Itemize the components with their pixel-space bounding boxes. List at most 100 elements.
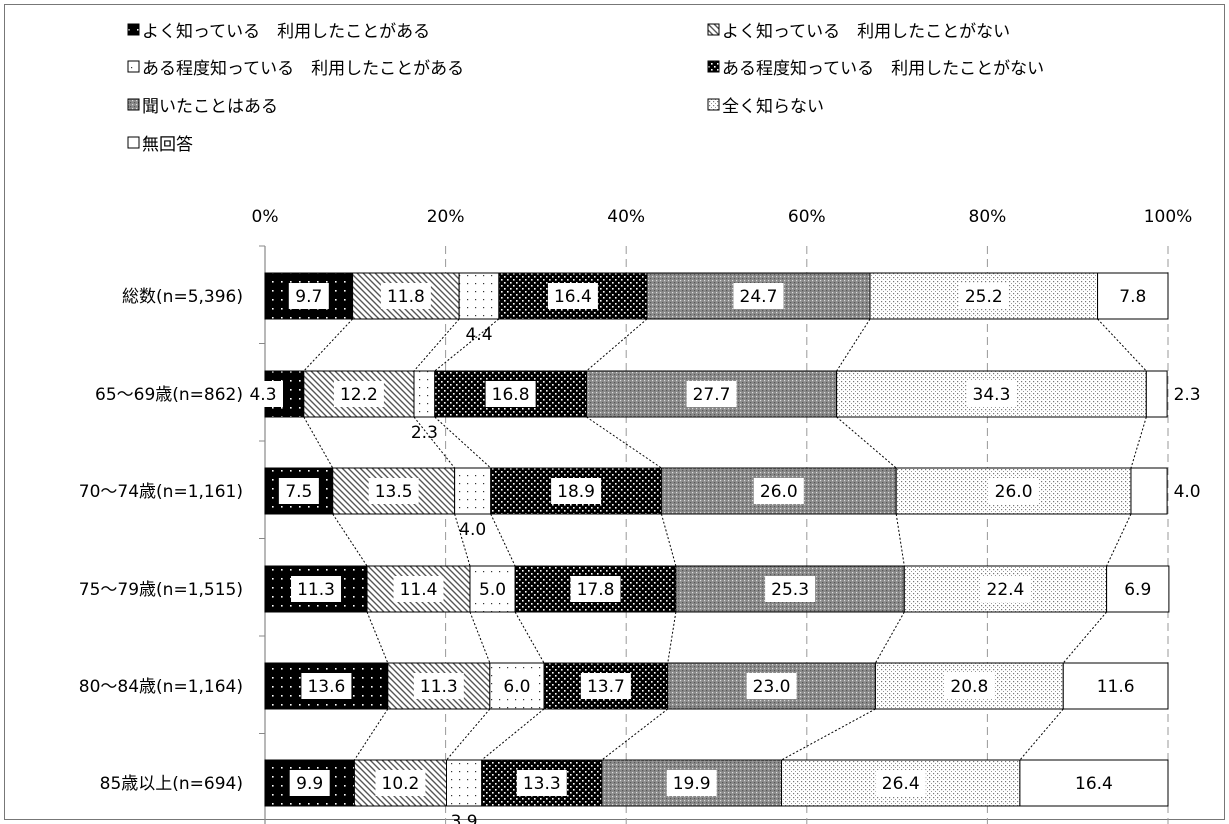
value-label-bg bbox=[733, 283, 784, 309]
series-connector bbox=[601, 708, 669, 761]
value-label: 13.6 bbox=[307, 677, 345, 697]
series-connector bbox=[413, 416, 456, 469]
series-connector bbox=[446, 708, 491, 761]
category-label: 65～69歳(n=862) bbox=[95, 385, 243, 405]
value-label: 11.6 bbox=[1097, 677, 1135, 697]
value-label: 23.0 bbox=[753, 677, 791, 697]
bar-segment bbox=[458, 272, 500, 320]
value-label: 16.4 bbox=[554, 287, 592, 307]
value-label-bg bbox=[570, 576, 621, 602]
value-label: 25.3 bbox=[771, 580, 809, 600]
series-connector bbox=[586, 416, 662, 469]
series-connector bbox=[895, 513, 905, 567]
legend-entry: よく知っている 利用したことがある bbox=[142, 22, 430, 42]
value-label: 19.9 bbox=[673, 774, 711, 794]
value-label: 22.4 bbox=[987, 580, 1025, 600]
series-connector bbox=[1097, 318, 1147, 372]
legend-swatch bbox=[127, 60, 140, 73]
category-labels: 総数(n=5,396) 65～69歳(n=862) 70～74歳(n=1,161) 7… bbox=[79, 287, 243, 794]
category-label: 75～79歳(n=1,515) bbox=[79, 580, 243, 600]
value-label: 11.3 bbox=[297, 580, 335, 600]
legend-entry: 無回答 bbox=[142, 135, 193, 155]
value-label-bg bbox=[988, 478, 1039, 504]
value-label-bg bbox=[380, 283, 431, 309]
series-connectors bbox=[303, 318, 1147, 761]
value-label: 12.2 bbox=[340, 385, 378, 405]
x-tick-label: 80% bbox=[969, 207, 1007, 227]
series-connector bbox=[481, 708, 545, 761]
series-connector bbox=[332, 513, 368, 567]
value-label-bg bbox=[547, 283, 598, 309]
x-tick-label: 60% bbox=[788, 207, 826, 227]
value-label-bg bbox=[485, 381, 536, 407]
value-label-bg bbox=[278, 478, 319, 504]
value-label-bg bbox=[765, 576, 816, 602]
legend-entry: 全く知らない bbox=[722, 97, 824, 117]
category-label: 85歳以上(n=694) bbox=[100, 774, 243, 794]
value-label: 13.3 bbox=[523, 774, 561, 794]
value-label-bg bbox=[746, 673, 797, 699]
value-label-bg bbox=[243, 381, 283, 407]
series-connector bbox=[660, 513, 677, 567]
legend-swatch bbox=[707, 98, 720, 111]
value-label-bg bbox=[368, 478, 419, 504]
value-label-bg bbox=[580, 673, 631, 699]
legend-entry: よく知っている 利用したことがない bbox=[722, 22, 1010, 42]
value-label-bg bbox=[1068, 770, 1119, 796]
value-label: 2.3 bbox=[411, 423, 438, 443]
value-label-bg bbox=[551, 478, 602, 504]
value-label: 26.4 bbox=[882, 774, 920, 794]
value-label: 11.4 bbox=[400, 580, 438, 600]
value-label: 34.3 bbox=[973, 385, 1011, 405]
series-connector bbox=[781, 708, 876, 761]
value-label-bg bbox=[413, 673, 464, 699]
value-label: 10.2 bbox=[382, 774, 420, 794]
value-label: 4.0 bbox=[459, 520, 486, 540]
series-connector bbox=[469, 611, 491, 664]
value-label-bg bbox=[666, 770, 717, 796]
legend-swatch bbox=[707, 23, 720, 36]
value-label: 2.3 bbox=[1174, 385, 1201, 405]
value-label-bg bbox=[686, 381, 737, 407]
value-labels: 9.7 11.8 4.4 16.4 24.7 25.2 7.8 4.3 12.2 2.3 16.8 2… bbox=[243, 283, 1201, 824]
series-connector bbox=[667, 611, 677, 664]
x-tick-label: 0% bbox=[252, 207, 279, 227]
value-label: 11.8 bbox=[387, 287, 425, 307]
value-label-bg bbox=[288, 283, 329, 309]
value-label-bg bbox=[1090, 673, 1141, 699]
value-label: 18.9 bbox=[557, 482, 595, 502]
series-connector bbox=[303, 318, 353, 372]
bars bbox=[264, 272, 1170, 807]
series-connector bbox=[874, 611, 905, 664]
value-label: 13.7 bbox=[587, 677, 625, 697]
legend-entry: ある程度知っている 利用したことがない bbox=[722, 59, 1044, 79]
x-tick-label: 20% bbox=[427, 207, 465, 227]
legend: よく知っている 利用したことがある よく知っている 利用したことがないある程度知っ… bbox=[127, 22, 1044, 155]
series-connector bbox=[1062, 611, 1107, 664]
series-connector bbox=[434, 318, 500, 372]
value-label: 5.0 bbox=[479, 580, 506, 600]
value-label: 26.0 bbox=[760, 482, 798, 502]
legend-entry: 聞いたことはある bbox=[142, 97, 278, 117]
value-label: 13.5 bbox=[375, 482, 413, 502]
series-connector bbox=[413, 318, 460, 372]
series-connector bbox=[514, 611, 545, 664]
series-connector bbox=[454, 513, 471, 567]
value-label: 26.0 bbox=[995, 482, 1033, 502]
category-label: 総数(n=5,396) bbox=[122, 287, 243, 307]
value-label-bg bbox=[1117, 576, 1158, 602]
series-connector bbox=[434, 416, 492, 469]
category-label: 70～74歳(n=1,161) bbox=[79, 482, 243, 502]
value-label: 20.8 bbox=[950, 677, 988, 697]
category-label: 80～84歳(n=1,164) bbox=[79, 677, 243, 697]
bar-segment bbox=[836, 370, 1147, 418]
legend-swatch bbox=[127, 136, 140, 149]
value-label-bg bbox=[333, 381, 384, 407]
value-label: 6.9 bbox=[1124, 580, 1151, 600]
value-label-bg bbox=[966, 381, 1017, 407]
value-label-bg bbox=[958, 283, 1009, 309]
series-connector bbox=[1130, 416, 1147, 469]
x-tick-label: 100% bbox=[1144, 207, 1193, 227]
value-label: 17.8 bbox=[577, 580, 615, 600]
